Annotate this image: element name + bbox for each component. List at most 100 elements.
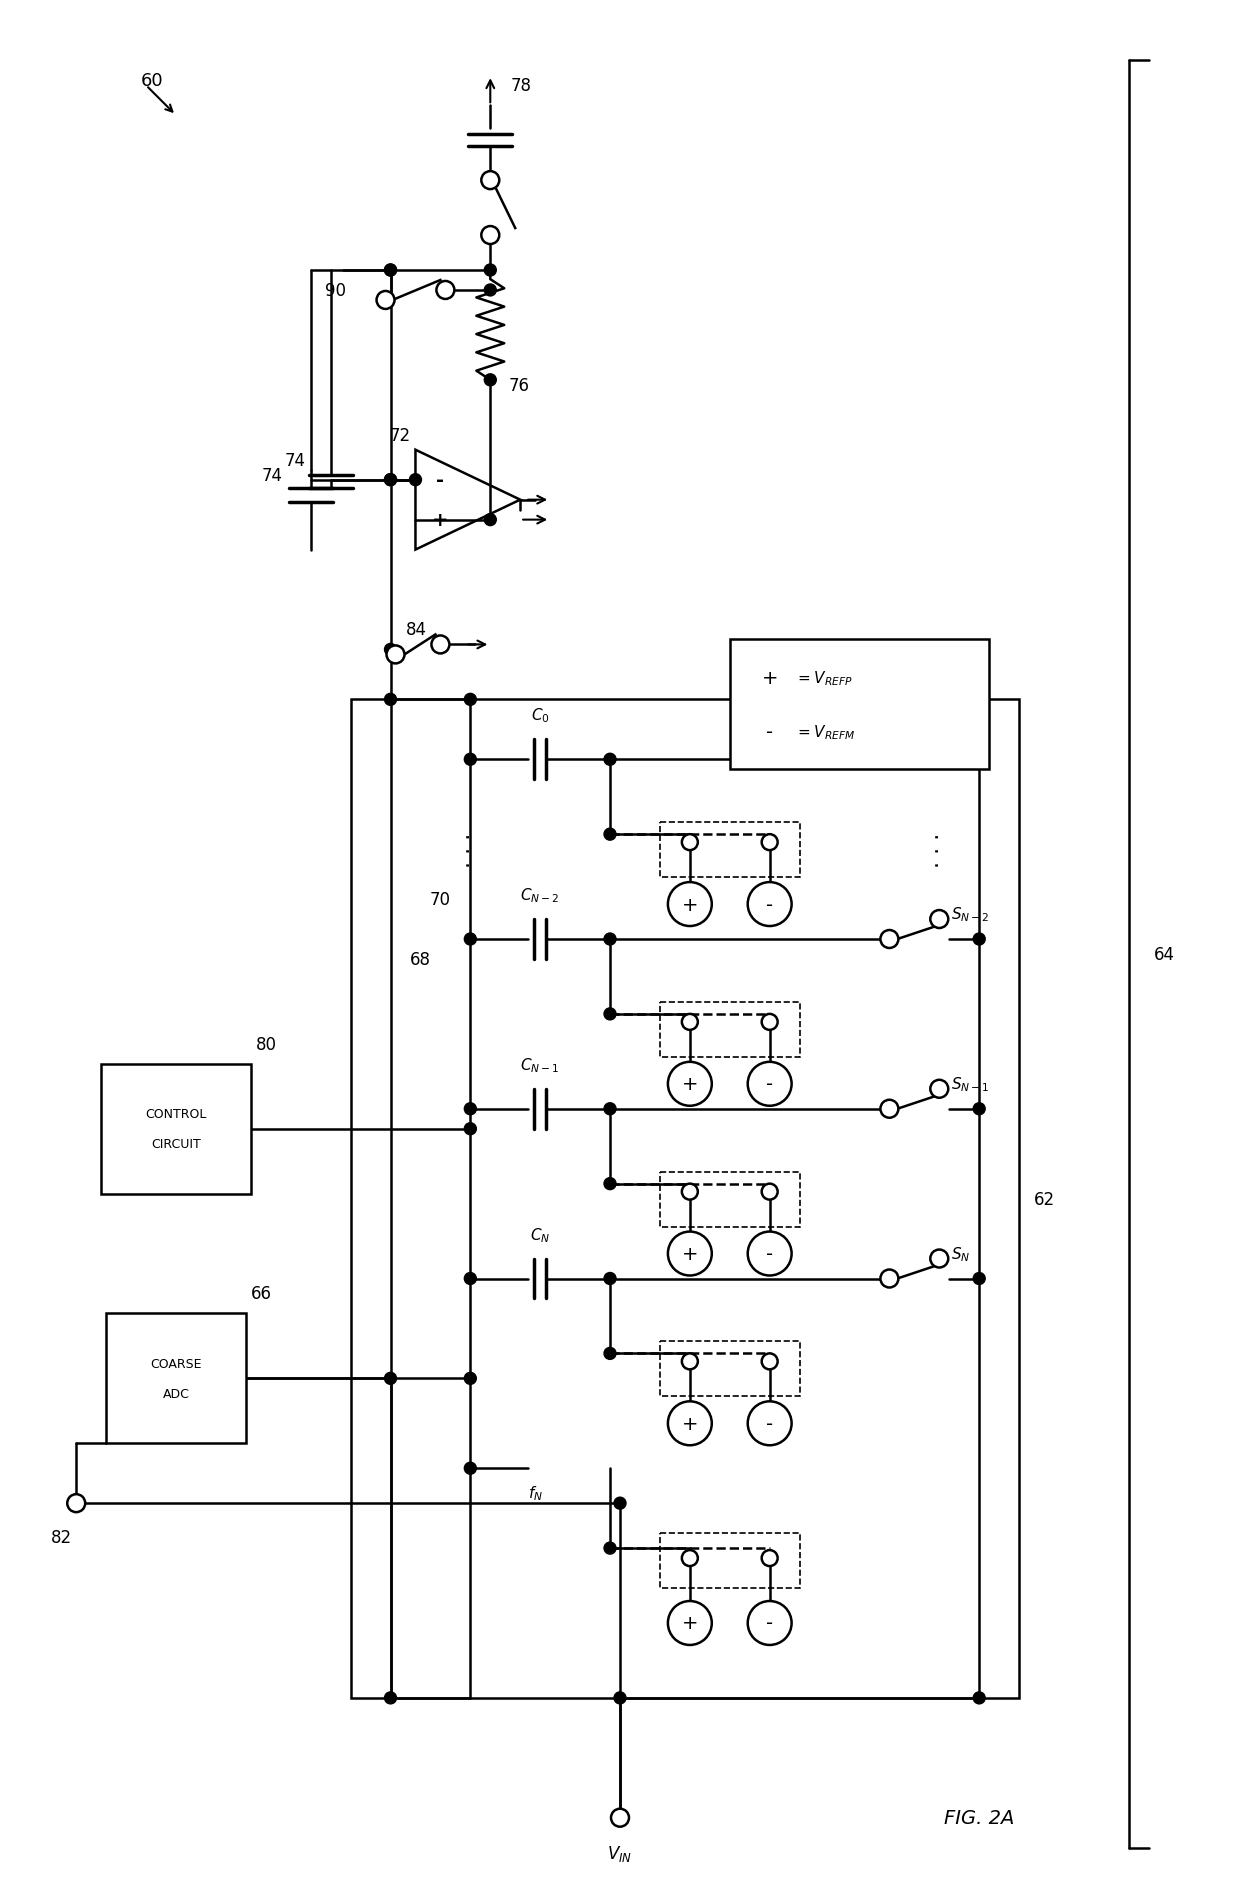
Circle shape xyxy=(464,1372,476,1385)
Circle shape xyxy=(930,911,949,928)
Text: $C_0$: $C_0$ xyxy=(531,706,549,725)
Text: $S_{N-2}$: $S_{N-2}$ xyxy=(951,905,990,924)
Text: $C_{N-2}$: $C_{N-2}$ xyxy=(521,886,560,905)
Text: -: - xyxy=(766,1244,774,1263)
Text: 72: 72 xyxy=(389,427,410,444)
Circle shape xyxy=(485,265,496,277)
Circle shape xyxy=(973,755,986,766)
Text: $S_N$: $S_N$ xyxy=(951,1244,971,1263)
Text: -: - xyxy=(766,1613,774,1632)
Text: $= V_{REFP}$: $= V_{REFP}$ xyxy=(795,668,852,687)
Circle shape xyxy=(748,1602,791,1645)
Text: 70: 70 xyxy=(429,890,450,909)
Text: +: + xyxy=(682,1244,698,1263)
Circle shape xyxy=(485,375,496,386)
Text: COARSE: COARSE xyxy=(150,1357,202,1370)
Circle shape xyxy=(464,694,476,706)
Circle shape xyxy=(682,1353,698,1370)
Circle shape xyxy=(485,514,496,527)
Text: $V_{IN}$: $V_{IN}$ xyxy=(608,1842,632,1863)
Text: 84: 84 xyxy=(405,621,427,640)
Text: +: + xyxy=(682,1613,698,1632)
Text: +: + xyxy=(682,896,698,915)
Circle shape xyxy=(761,1353,777,1370)
Circle shape xyxy=(436,282,454,299)
Text: · · ·: · · · xyxy=(929,832,950,868)
Text: 66: 66 xyxy=(250,1285,272,1302)
Circle shape xyxy=(384,694,397,706)
Circle shape xyxy=(464,933,476,945)
Circle shape xyxy=(761,836,777,851)
Circle shape xyxy=(973,933,986,945)
Text: -: - xyxy=(436,470,444,489)
Circle shape xyxy=(682,836,698,851)
Circle shape xyxy=(409,474,422,486)
Text: +: + xyxy=(682,1413,698,1432)
Bar xyxy=(660,822,800,877)
Circle shape xyxy=(604,1103,616,1116)
Circle shape xyxy=(604,1178,616,1189)
Text: -: - xyxy=(766,1413,774,1432)
Text: +: + xyxy=(761,668,777,687)
Circle shape xyxy=(748,1402,791,1445)
Circle shape xyxy=(930,730,949,749)
Circle shape xyxy=(384,474,397,486)
Text: 68: 68 xyxy=(409,950,430,969)
Circle shape xyxy=(604,1541,616,1555)
Circle shape xyxy=(880,1101,898,1118)
Text: 74: 74 xyxy=(262,467,283,484)
Circle shape xyxy=(761,1184,777,1201)
Circle shape xyxy=(682,1184,698,1201)
Bar xyxy=(351,700,1019,1698)
Text: $S_{N-1}$: $S_{N-1}$ xyxy=(951,1075,990,1093)
Circle shape xyxy=(880,1270,898,1287)
Circle shape xyxy=(682,1551,698,1566)
Circle shape xyxy=(668,1402,712,1445)
Text: 60: 60 xyxy=(141,72,164,90)
Circle shape xyxy=(930,1080,949,1099)
Circle shape xyxy=(668,1602,712,1645)
Bar xyxy=(102,1063,250,1193)
Circle shape xyxy=(464,1124,476,1135)
Circle shape xyxy=(880,930,898,949)
Text: +: + xyxy=(433,510,449,531)
Circle shape xyxy=(384,644,397,657)
Circle shape xyxy=(604,1348,616,1359)
Circle shape xyxy=(485,284,496,297)
Text: ADC: ADC xyxy=(162,1387,190,1400)
Circle shape xyxy=(748,1061,791,1107)
Circle shape xyxy=(614,1498,626,1509)
Circle shape xyxy=(604,933,616,945)
Circle shape xyxy=(668,1061,712,1107)
Circle shape xyxy=(750,659,790,698)
Circle shape xyxy=(930,1250,949,1268)
Circle shape xyxy=(604,755,616,766)
Circle shape xyxy=(377,292,394,311)
Circle shape xyxy=(761,1551,777,1566)
Circle shape xyxy=(604,1272,616,1285)
Circle shape xyxy=(432,636,449,655)
Circle shape xyxy=(387,646,404,664)
Bar xyxy=(660,1342,800,1396)
Circle shape xyxy=(384,1692,397,1703)
Text: $S_0$: $S_0$ xyxy=(951,726,970,743)
Text: $C_{N-1}$: $C_{N-1}$ xyxy=(521,1056,560,1075)
Text: $= V_{REFM}$: $= V_{REFM}$ xyxy=(795,723,854,742)
Bar xyxy=(660,1003,800,1058)
Text: $f_N$: $f_N$ xyxy=(528,1483,543,1502)
Circle shape xyxy=(464,1103,476,1116)
Circle shape xyxy=(481,171,500,190)
Text: CIRCUIT: CIRCUIT xyxy=(151,1137,201,1150)
Circle shape xyxy=(384,265,397,277)
Circle shape xyxy=(384,474,397,486)
Text: +: + xyxy=(682,1075,698,1093)
Circle shape xyxy=(761,1014,777,1029)
Circle shape xyxy=(384,1372,397,1385)
Text: 80: 80 xyxy=(255,1035,277,1054)
Circle shape xyxy=(973,1103,986,1116)
Bar xyxy=(107,1314,246,1443)
Text: · · ·: · · · xyxy=(460,832,480,868)
Bar xyxy=(660,1534,800,1588)
Circle shape xyxy=(682,1014,698,1029)
Text: 82: 82 xyxy=(51,1528,72,1547)
